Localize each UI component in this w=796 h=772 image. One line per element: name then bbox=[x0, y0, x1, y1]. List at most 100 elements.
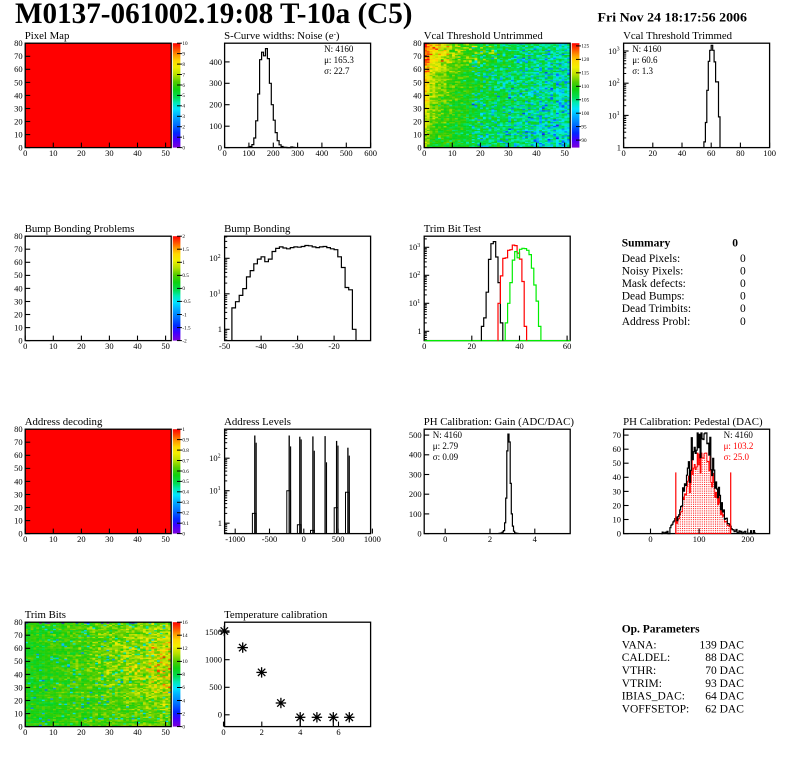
svg-text:10: 10 bbox=[613, 514, 622, 524]
svg-text:20: 20 bbox=[468, 341, 477, 351]
svg-text:0: 0 bbox=[648, 534, 652, 544]
svg-text:16: 16 bbox=[182, 620, 188, 626]
svg-text:50: 50 bbox=[161, 148, 170, 158]
svg-text:0: 0 bbox=[222, 148, 226, 158]
svg-text:40: 40 bbox=[678, 148, 687, 158]
svg-text:8: 8 bbox=[182, 672, 185, 678]
svg-text:50: 50 bbox=[161, 534, 170, 544]
svg-text:60: 60 bbox=[14, 64, 23, 74]
svg-text:20: 20 bbox=[14, 695, 23, 705]
svg-text:50: 50 bbox=[413, 77, 422, 87]
svg-text:102: 102 bbox=[209, 253, 221, 263]
svg-text:0: 0 bbox=[221, 727, 225, 737]
svg-text:VTRIM:: VTRIM: bbox=[622, 678, 662, 690]
svg-text:80: 80 bbox=[14, 617, 23, 627]
svg-text:Temperature calibration: Temperature calibration bbox=[224, 609, 328, 621]
svg-text:0: 0 bbox=[182, 286, 185, 292]
svg-text:30: 30 bbox=[14, 489, 23, 499]
svg-text:0: 0 bbox=[18, 529, 22, 539]
svg-text:70: 70 bbox=[413, 51, 422, 61]
svg-text:0.1: 0.1 bbox=[182, 521, 189, 527]
svg-text:40: 40 bbox=[133, 534, 142, 544]
svg-text:1: 1 bbox=[218, 518, 222, 528]
svg-text:0: 0 bbox=[182, 145, 185, 151]
svg-text:40: 40 bbox=[515, 341, 524, 351]
svg-text:0: 0 bbox=[23, 534, 27, 544]
svg-text:90: 90 bbox=[581, 138, 587, 144]
svg-text:200: 200 bbox=[741, 534, 754, 544]
svg-text:50: 50 bbox=[14, 270, 23, 280]
svg-text:100: 100 bbox=[243, 148, 256, 158]
svg-text:0: 0 bbox=[302, 534, 306, 544]
svg-text:200: 200 bbox=[267, 148, 280, 158]
svg-text:1: 1 bbox=[617, 143, 621, 153]
svg-text:103: 103 bbox=[409, 242, 421, 252]
svg-text:30: 30 bbox=[14, 682, 23, 692]
svg-text:0.6: 0.6 bbox=[182, 469, 189, 475]
svg-text:10: 10 bbox=[14, 130, 23, 140]
svg-text:0: 0 bbox=[443, 534, 447, 544]
svg-text:40: 40 bbox=[133, 727, 142, 737]
svg-text:PH Calibration: Gain (ADC/DAC): PH Calibration: Gain (ADC/DAC) bbox=[424, 416, 575, 428]
svg-text:-1000: -1000 bbox=[225, 534, 245, 544]
svg-text:μ: 103.2: μ: 103.2 bbox=[724, 441, 754, 451]
svg-text:500: 500 bbox=[409, 430, 422, 440]
svg-text:70 DAC: 70 DAC bbox=[705, 665, 744, 677]
svg-text:-30: -30 bbox=[292, 341, 303, 351]
svg-text:120: 120 bbox=[581, 57, 589, 63]
svg-text:12: 12 bbox=[182, 646, 188, 652]
svg-text:40: 40 bbox=[14, 476, 23, 486]
svg-text:30: 30 bbox=[105, 148, 114, 158]
svg-text:20: 20 bbox=[14, 116, 23, 126]
svg-text:60: 60 bbox=[14, 450, 23, 460]
svg-text:10: 10 bbox=[49, 148, 58, 158]
svg-text:0: 0 bbox=[23, 148, 27, 158]
svg-text:2: 2 bbox=[260, 727, 264, 737]
svg-text:Dead Pixels:: Dead Pixels: bbox=[622, 253, 680, 265]
svg-text:μ: 2.79: μ: 2.79 bbox=[433, 441, 459, 451]
svg-text:70: 70 bbox=[14, 244, 23, 254]
svg-text:20: 20 bbox=[77, 341, 86, 351]
svg-text:0: 0 bbox=[417, 529, 421, 539]
svg-text:300: 300 bbox=[409, 469, 422, 479]
svg-text:6: 6 bbox=[182, 83, 185, 89]
svg-text:30: 30 bbox=[14, 296, 23, 306]
svg-text:102: 102 bbox=[209, 453, 221, 463]
svg-text:5: 5 bbox=[182, 93, 185, 99]
svg-text:0.9: 0.9 bbox=[182, 437, 189, 443]
svg-text:60: 60 bbox=[14, 257, 23, 267]
svg-text:93 DAC: 93 DAC bbox=[705, 678, 744, 690]
svg-text:0: 0 bbox=[182, 724, 185, 730]
svg-text:0: 0 bbox=[23, 341, 27, 351]
svg-text:10: 10 bbox=[14, 709, 23, 719]
svg-text:200: 200 bbox=[209, 100, 222, 110]
svg-text:0.3: 0.3 bbox=[182, 500, 189, 506]
svg-text:400: 400 bbox=[209, 57, 222, 67]
svg-text:60: 60 bbox=[14, 643, 23, 653]
svg-text:50: 50 bbox=[14, 77, 23, 87]
svg-text:σ: 25.0: σ: 25.0 bbox=[724, 452, 750, 462]
svg-text:10: 10 bbox=[182, 659, 188, 665]
svg-text:M0137-061002.19:08 T-10a (C5): M0137-061002.19:08 T-10a (C5) bbox=[15, 0, 413, 30]
svg-text:Vcal Threshold Untrimmed: Vcal Threshold Untrimmed bbox=[424, 30, 544, 42]
svg-text:-20: -20 bbox=[328, 341, 339, 351]
svg-text:0.5: 0.5 bbox=[182, 479, 189, 485]
svg-text:40: 40 bbox=[133, 341, 142, 351]
svg-text:30: 30 bbox=[504, 148, 513, 158]
svg-text:80: 80 bbox=[413, 38, 422, 48]
svg-text:80: 80 bbox=[14, 424, 23, 434]
svg-text:0: 0 bbox=[422, 148, 426, 158]
svg-text:μ: 165.3: μ: 165.3 bbox=[324, 55, 354, 65]
svg-text:10: 10 bbox=[49, 727, 58, 737]
svg-text:4: 4 bbox=[182, 104, 185, 110]
svg-text:20: 20 bbox=[77, 148, 86, 158]
svg-text:40: 40 bbox=[14, 283, 23, 293]
svg-text:Vcal Threshold Trimmed: Vcal Threshold Trimmed bbox=[623, 30, 733, 42]
svg-text:300: 300 bbox=[291, 148, 304, 158]
svg-text:1000: 1000 bbox=[364, 534, 381, 544]
svg-text:1: 1 bbox=[182, 135, 185, 141]
svg-text:10: 10 bbox=[413, 130, 422, 140]
svg-text:70: 70 bbox=[14, 51, 23, 61]
svg-text:115: 115 bbox=[581, 71, 589, 77]
svg-text:101: 101 bbox=[209, 289, 221, 299]
